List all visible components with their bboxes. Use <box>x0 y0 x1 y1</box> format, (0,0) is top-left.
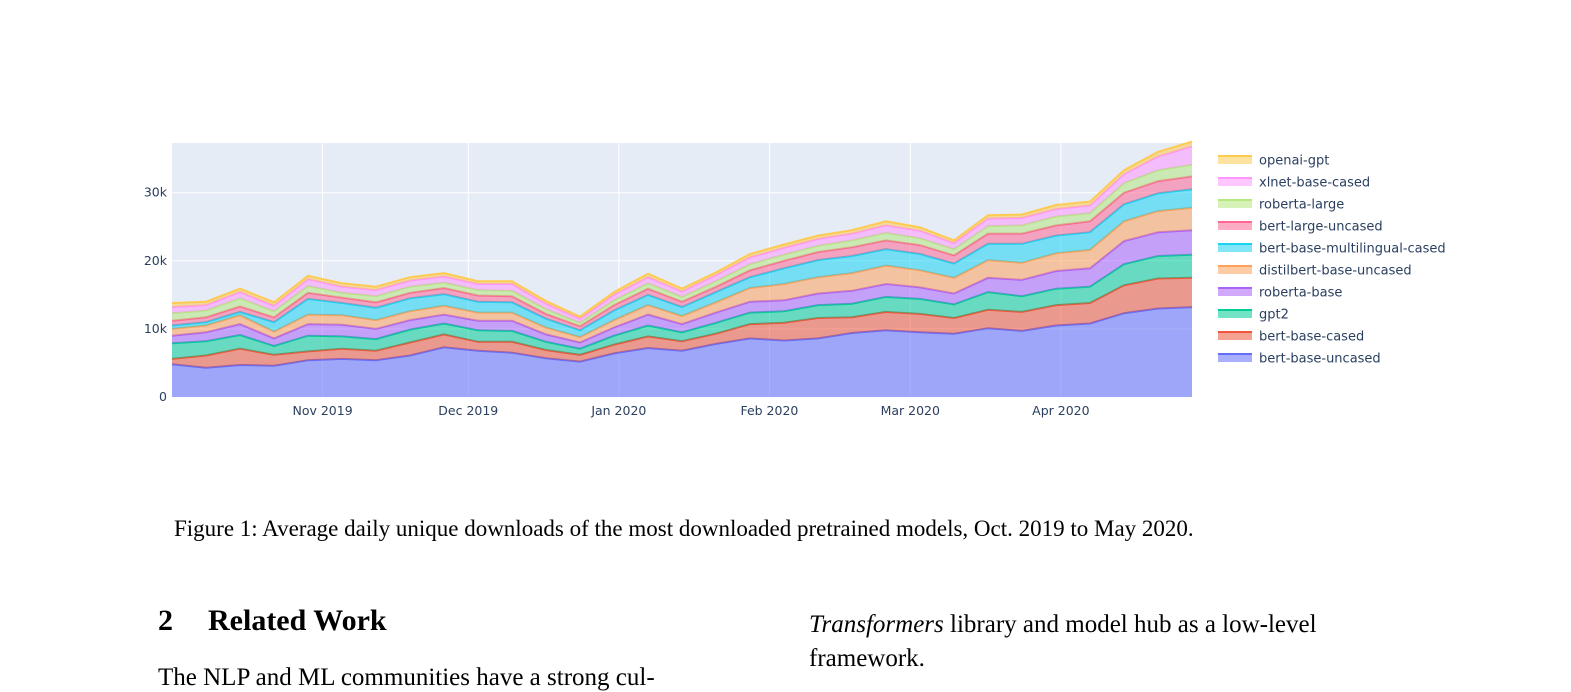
y-axis-ticks: 0 10k 20k 30k <box>144 185 168 404</box>
section-number: 2 <box>158 604 173 637</box>
legend-label: bert-base-multilingual-cased <box>1259 242 1446 257</box>
y-tick-label: 20k <box>144 253 168 268</box>
legend-label: roberta-large <box>1259 198 1344 213</box>
legend-swatch <box>1218 156 1252 164</box>
left-column-text: The NLP and ML communities have a strong… <box>158 664 655 691</box>
x-tick-label: Mar 2020 <box>881 403 940 418</box>
figure-chart: Nov 2019 Dec 2019 Jan 2020 Feb 2020 Mar 2020… <box>144 140 1446 418</box>
legend-item-openai-gpt[interactable]: openai-gpt <box>1218 154 1329 169</box>
legend-label: roberta-base <box>1259 286 1342 301</box>
chart-legend: openai-gpt xlnet-base-cased roberta-large b… <box>1218 154 1446 367</box>
line-openai-gpt <box>171 140 1193 318</box>
x-tick-label: Dec 2019 <box>438 403 498 418</box>
legend-label: bert-base-uncased <box>1259 352 1381 367</box>
x-tick-label: Feb 2020 <box>740 403 798 418</box>
legend-item-bert-base-multilingual-cased[interactable]: bert-base-multilingual-cased <box>1218 242 1446 257</box>
x-tick-label: Nov 2019 <box>292 403 352 418</box>
legend-item-bert-base-uncased[interactable]: bert-base-uncased <box>1218 352 1381 367</box>
y-tick-label: 10k <box>144 321 168 336</box>
legend-label: openai-gpt <box>1259 154 1329 169</box>
area-gpt2 <box>172 254 1192 359</box>
figure-caption: Figure 1: Average daily unique downloads… <box>174 516 1194 541</box>
legend-swatch <box>1218 244 1252 252</box>
x-axis-ticks: Nov 2019 Dec 2019 Jan 2020 Feb 2020 Mar 2020… <box>292 403 1089 418</box>
legend-item-roberta-base[interactable]: roberta-base <box>1218 286 1342 301</box>
legend-label: xlnet-base-cased <box>1259 176 1370 191</box>
legend-swatch <box>1218 200 1252 208</box>
area-bert-base-multilingual-cased <box>172 189 1192 338</box>
area-series-layer <box>171 140 1193 397</box>
legend-item-xlnet-base-cased[interactable]: xlnet-base-cased <box>1218 176 1370 191</box>
legend-swatch <box>1218 266 1252 274</box>
area-roberta-base <box>172 230 1192 349</box>
area-roberta-large <box>172 164 1192 327</box>
y-tick-label: 0 <box>159 389 167 404</box>
area-bert-base-cased <box>172 277 1192 368</box>
section-heading: 2 Related Work <box>158 604 387 638</box>
legend-item-roberta-large[interactable]: roberta-large <box>1218 198 1344 213</box>
legend-item-bert-base-cased[interactable]: bert-base-cased <box>1218 330 1364 345</box>
legend-item-bert-large-uncased[interactable]: bert-large-uncased <box>1218 220 1383 235</box>
x-tick-label: Apr 2020 <box>1032 403 1089 418</box>
stacked-area-chart: Nov 2019 Dec 2019 Jan 2020 Feb 2020 Mar 2020… <box>144 140 1446 418</box>
right-text-line1: library and model hub as a low-level <box>943 611 1317 638</box>
section-title: Related Work <box>208 604 387 637</box>
legend-label: bert-large-uncased <box>1259 220 1383 235</box>
legend-label: gpt2 <box>1259 308 1289 323</box>
x-tick-label: Jan 2020 <box>590 403 646 418</box>
legend-swatch <box>1218 354 1252 362</box>
area-bert-large-uncased <box>172 176 1192 331</box>
transformers-italic: Transformers <box>809 611 944 638</box>
legend-swatch <box>1218 288 1252 296</box>
legend-item-distilbert-base-uncased[interactable]: distilbert-base-uncased <box>1218 264 1412 279</box>
legend-label: distilbert-base-uncased <box>1259 264 1412 279</box>
legend-swatch <box>1218 310 1252 318</box>
right-column-text: Transformers library and model hub as a … <box>809 608 1449 676</box>
area-bert-base-uncased <box>172 307 1192 397</box>
legend-swatch <box>1218 222 1252 230</box>
legend-label: bert-base-cased <box>1259 330 1364 345</box>
legend-swatch <box>1218 178 1252 186</box>
right-text-line2: framework. <box>809 645 925 672</box>
legend-swatch <box>1218 332 1252 340</box>
legend-item-gpt2[interactable]: gpt2 <box>1218 308 1289 323</box>
y-tick-label: 30k <box>144 185 168 200</box>
